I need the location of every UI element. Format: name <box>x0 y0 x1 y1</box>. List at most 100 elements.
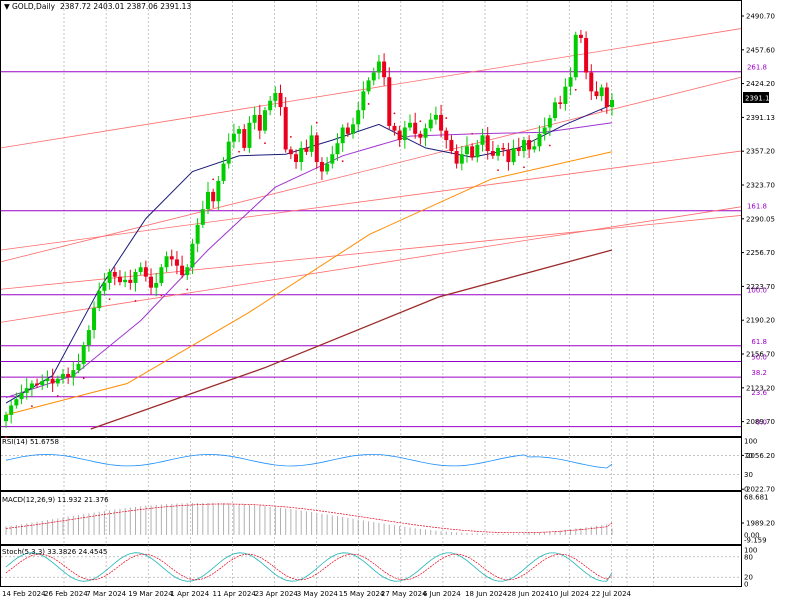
candle-bull <box>361 91 366 111</box>
candle-bear <box>278 92 283 108</box>
candle-bull <box>273 92 278 101</box>
candle-bull <box>252 114 257 123</box>
candle-bear <box>242 129 247 148</box>
candle-bull <box>480 135 485 145</box>
candle-bull <box>133 271 138 283</box>
date-label: 26 Feb 2024 <box>44 590 88 598</box>
sar-dot <box>264 142 266 145</box>
candle-bull <box>247 122 252 148</box>
candle-bull <box>4 414 8 422</box>
candle-bear <box>584 37 589 73</box>
candle-bear <box>578 34 583 38</box>
sar-dot <box>160 294 163 297</box>
fib-level-label: 261.8 <box>747 64 767 72</box>
candle-bull <box>195 224 200 244</box>
candle-bull <box>76 363 81 371</box>
candle-bull <box>164 256 169 268</box>
stoch-label: Stoch(5,3,3) 33.3826 24.4545 <box>2 548 107 556</box>
candle-bull <box>19 392 24 400</box>
sar-dot <box>238 150 240 153</box>
candle-bull <box>221 163 226 181</box>
candle-bull <box>268 100 273 111</box>
candle-bear <box>604 87 609 108</box>
date-label: 23 Apr 2024 <box>255 590 299 598</box>
date-label: 22 Jul 2024 <box>591 590 631 598</box>
price-tick-label: 2424.20 <box>746 80 775 88</box>
candle-bull <box>55 378 60 384</box>
macd-tick-label: 0.00 <box>744 531 760 539</box>
candle-bull <box>40 381 45 386</box>
candle-bear <box>382 61 387 78</box>
rsi-tick-label: 0 <box>744 486 748 494</box>
candle-bull <box>553 102 558 119</box>
fib-level-label: 100.0 <box>747 287 767 295</box>
candle-bull <box>521 140 526 152</box>
candle-bull <box>45 378 50 382</box>
rsi-line <box>5 453 613 469</box>
candle-bull <box>475 144 480 158</box>
candle-bull <box>376 61 381 73</box>
candle-bull <box>511 147 516 163</box>
sar-dot <box>134 300 137 302</box>
candle-bull <box>496 147 501 156</box>
candle-bear <box>439 114 444 131</box>
candle-bull <box>299 147 304 163</box>
price-tick-label: 2089.70 <box>746 418 775 426</box>
price-tick-label: 2123.20 <box>746 384 775 392</box>
candle-bear <box>470 146 475 158</box>
stoch-tick-label: 0 <box>744 581 748 589</box>
sar-dot <box>419 120 422 123</box>
candle-bull <box>309 135 314 152</box>
sar-dot <box>212 178 215 181</box>
candle-bear <box>180 265 185 276</box>
header-arrow-icon[interactable]: ▼ <box>4 2 10 11</box>
candle-bear <box>294 154 299 163</box>
candle-bull <box>573 34 578 78</box>
candle-bull <box>24 388 29 393</box>
candle-bull <box>14 399 19 406</box>
trend-line <box>0 150 742 251</box>
sar-dot <box>5 436 7 439</box>
candle-bear <box>257 114 262 131</box>
candle-bear <box>283 107 288 150</box>
candle-bull <box>542 127 547 134</box>
sar-dot <box>56 395 59 397</box>
macd-tick-label: -9.159 <box>744 537 767 545</box>
candle-bull <box>102 282 107 291</box>
vertical-grid <box>63 1 654 586</box>
candle-bull <box>81 344 86 364</box>
fib-level-label: 50.0 <box>751 353 767 361</box>
ma-200-line <box>90 249 613 430</box>
header-symbol: GOLD,Daily <box>12 2 56 11</box>
sar-dot <box>82 377 85 380</box>
candles[interactable] <box>4 29 614 428</box>
rsi-panel: 100 70 30 0 <box>1 438 757 494</box>
candle-bear <box>490 151 495 156</box>
candle-bull <box>200 209 205 225</box>
macd-tick-label: 68.681 <box>744 494 769 502</box>
candle-bull <box>325 163 330 172</box>
fib-level-label: 38.2 <box>751 369 767 377</box>
candle-bull <box>423 128 428 138</box>
candle-bull <box>9 405 14 415</box>
macd-panel-frame <box>0 491 742 545</box>
price-tick-label: 1989.20 <box>746 520 775 528</box>
candle-bear <box>174 259 179 266</box>
sar-dot <box>289 136 292 138</box>
fib-level-label: 161.8 <box>747 203 767 211</box>
candle-bear <box>345 127 350 134</box>
sar-dot <box>341 160 344 163</box>
moving-averages <box>5 104 613 430</box>
candle-bear <box>169 256 174 260</box>
stoch-tick-label: 100 <box>744 547 757 555</box>
price-tick-label: 2391.13 <box>746 114 775 122</box>
candle-bear <box>288 149 293 155</box>
candle-bull <box>371 72 376 81</box>
date-label: 18 Jun 2024 <box>465 590 508 598</box>
date-label: 19 Mar 2024 <box>128 590 173 598</box>
stoch-tick-label: 80 <box>744 553 753 561</box>
candle-bear <box>319 162 324 172</box>
price-tick-label: 2056.20 <box>746 452 775 460</box>
